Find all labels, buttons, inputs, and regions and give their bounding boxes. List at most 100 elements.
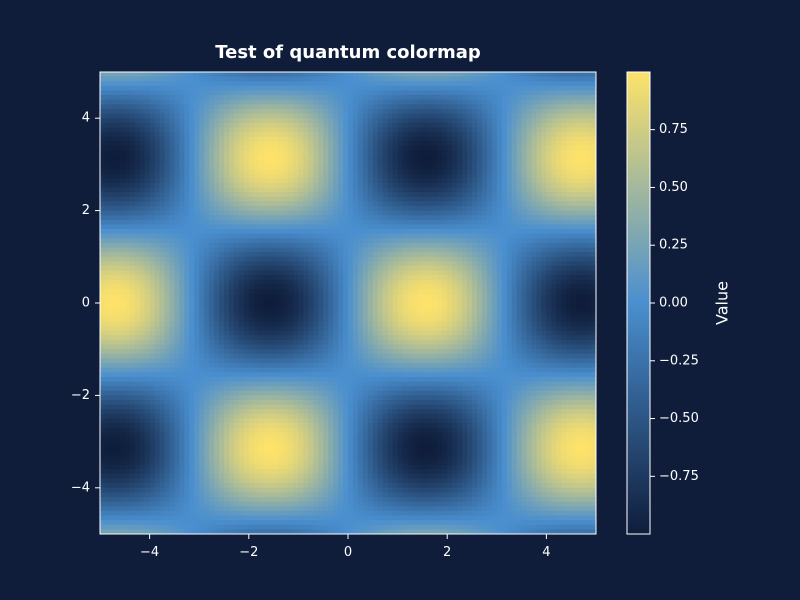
heatmap-cell	[481, 178, 488, 184]
heatmap-cell	[506, 215, 513, 221]
heatmap-cell	[119, 233, 126, 239]
heatmap-cell	[144, 132, 151, 138]
heatmap-cell	[387, 233, 394, 239]
heatmap-cell	[144, 252, 151, 258]
heatmap-cell	[377, 150, 384, 156]
heatmap-cell	[318, 72, 324, 78]
heatmap-cell	[586, 252, 592, 258]
heatmap-cell	[333, 233, 339, 239]
heatmap-cell	[402, 99, 409, 105]
heatmap-cell	[194, 104, 200, 110]
heatmap-cell	[129, 108, 136, 115]
heatmap-cell	[516, 81, 523, 87]
heatmap-cell	[318, 238, 324, 244]
heatmap-cell	[566, 95, 572, 101]
heatmap-cell	[298, 210, 304, 216]
heatmap-cell	[189, 169, 195, 175]
heatmap-cell	[442, 99, 448, 105]
heatmap-cell	[144, 196, 151, 202]
heatmap-cell	[576, 187, 582, 193]
heatmap-cell	[457, 289, 463, 295]
heatmap-cell	[472, 266, 478, 272]
heatmap-cell	[427, 238, 433, 244]
heatmap-cell	[571, 289, 577, 295]
heatmap-cell	[501, 76, 508, 82]
heatmap-cell	[531, 275, 538, 281]
heatmap-cell	[233, 242, 240, 249]
heatmap-cell	[308, 118, 314, 124]
heatmap-cell	[228, 289, 235, 295]
heatmap-cell	[556, 284, 562, 290]
heatmap-cell	[258, 242, 265, 249]
heatmap-cell	[462, 127, 468, 133]
heatmap-cell	[412, 136, 419, 142]
heatmap-cell	[432, 201, 438, 207]
heatmap-cell	[387, 155, 394, 161]
heatmap-cell	[124, 266, 131, 272]
heatmap-cell	[308, 85, 314, 92]
heatmap-cell	[164, 219, 171, 226]
heatmap-cell	[566, 145, 572, 152]
heatmap-cell	[486, 229, 493, 235]
heatmap-cell	[109, 76, 116, 82]
heatmap-cell	[501, 192, 508, 198]
heatmap-cell	[367, 284, 374, 290]
heatmap-cell	[169, 99, 175, 105]
heatmap-cell	[228, 187, 235, 193]
heatmap-cell	[149, 205, 156, 212]
heatmap-cell	[174, 104, 180, 110]
heatmap-cell	[283, 95, 290, 101]
heatmap-cell	[352, 104, 359, 110]
heatmap-cell	[139, 279, 146, 286]
heatmap-cell	[506, 247, 513, 253]
heatmap-cell	[372, 150, 379, 156]
heatmap-cell	[462, 219, 468, 226]
heatmap-cell	[114, 215, 121, 221]
heatmap-cell	[149, 261, 156, 267]
heatmap-cell	[571, 192, 577, 198]
heatmap-cell	[214, 104, 220, 110]
heatmap-cell	[486, 178, 493, 184]
heatmap-cell	[348, 164, 354, 170]
heatmap-cell	[144, 266, 151, 272]
heatmap-cell	[447, 242, 453, 249]
heatmap-cell	[392, 159, 399, 165]
heatmap-cell	[179, 173, 185, 179]
heatmap-cell	[367, 293, 374, 299]
heatmap-cell	[486, 270, 493, 276]
heatmap-cell	[432, 72, 438, 78]
heatmap-cell	[472, 141, 478, 147]
heatmap-cell	[328, 155, 334, 161]
heatmap-cell	[298, 187, 304, 193]
heatmap-cell	[343, 187, 349, 193]
heatmap-cell	[119, 270, 126, 276]
heatmap-cell	[407, 155, 414, 161]
heatmap-cell	[551, 113, 557, 119]
heatmap-cell	[273, 233, 280, 239]
heatmap-cell	[402, 252, 409, 258]
heatmap-cell	[174, 173, 180, 179]
heatmap-cell	[219, 210, 225, 216]
heatmap-cell	[129, 169, 136, 175]
heatmap-cell	[372, 233, 379, 239]
heatmap-cell	[298, 81, 304, 87]
heatmap-cell	[526, 95, 533, 101]
heatmap-cell	[412, 215, 419, 221]
heatmap-cell	[491, 182, 498, 189]
heatmap-cell	[224, 118, 230, 124]
heatmap-cell	[169, 279, 175, 286]
heatmap-cell	[124, 279, 131, 286]
heatmap-cell	[372, 266, 379, 272]
heatmap-cell	[546, 256, 552, 263]
heatmap-cell	[472, 284, 478, 290]
heatmap-cell	[481, 279, 488, 286]
chart-title: Test of quantum colormap	[215, 42, 481, 63]
heatmap-cell	[437, 298, 443, 304]
heatmap-cell	[516, 215, 523, 221]
heatmap-cell	[298, 261, 304, 267]
heatmap-cell	[387, 192, 394, 198]
heatmap-cell	[283, 219, 290, 226]
heatmap-cell	[472, 233, 478, 239]
heatmap-cell	[189, 127, 195, 133]
heatmap-cell	[407, 132, 414, 138]
